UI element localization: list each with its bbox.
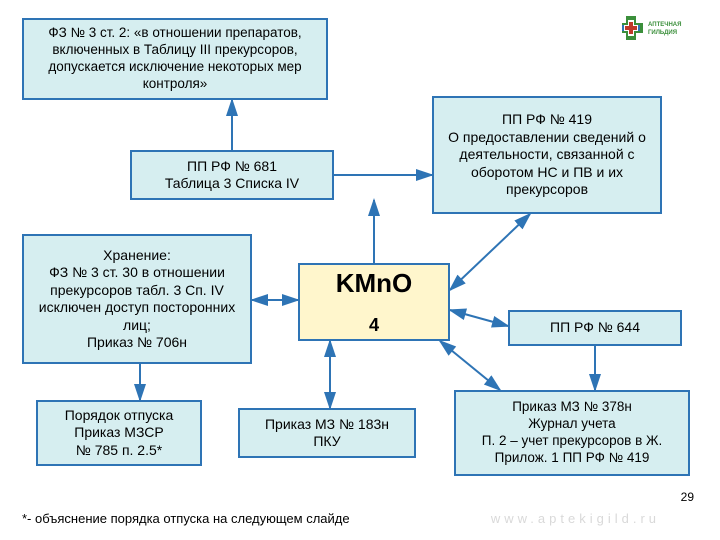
formula: KMnO4 bbox=[308, 267, 440, 336]
footnote: *- объяснение порядка отпуска на следующ… bbox=[22, 511, 350, 526]
svg-text:АПТЕЧНАЯ: АПТЕЧНАЯ bbox=[648, 22, 681, 28]
text: Приказ МЗ № 378нЖурнал учетаП. 2 – учет … bbox=[464, 399, 680, 467]
box-pp681: ПП РФ № 681Таблица 3 Списка IV bbox=[130, 150, 334, 200]
svg-text:ГИЛЬДИЯ: ГИЛЬДИЯ bbox=[648, 30, 677, 36]
text: Порядок отпускаПриказ МЗСР№ 785 п. 2.5* bbox=[46, 407, 192, 460]
box-storage: Хранение:ФЗ № 3 ст. 30 в отношении преку… bbox=[22, 234, 252, 364]
box-order378: Приказ МЗ № 378нЖурнал учетаП. 2 – учет … bbox=[454, 390, 690, 476]
logo: АПТЕЧНАЯ ГИЛЬДИЯ bbox=[622, 10, 702, 50]
box-order785: Порядок отпускаПриказ МЗСР№ 785 п. 2.5* bbox=[36, 400, 202, 466]
footer-url: www.aptekigild.ru bbox=[491, 511, 660, 526]
box-pp644: ПП РФ № 644 bbox=[508, 310, 682, 346]
text: ФЗ № 3 ст. 2: «в отношении препаратов, в… bbox=[32, 25, 318, 93]
box-pp419: ПП РФ № 419О предоставлении сведений о д… bbox=[432, 96, 662, 214]
text: ПП РФ № 419О предоставлении сведений о д… bbox=[442, 111, 652, 199]
text: ПП РФ № 644 bbox=[518, 319, 672, 337]
text: Хранение:ФЗ № 3 ст. 30 в отношении преку… bbox=[32, 247, 242, 352]
box-order183: Приказ МЗ № 183нПКУ bbox=[238, 408, 416, 458]
box-central-kmno4: KMnO4 bbox=[298, 263, 450, 341]
box-fz3-st2: ФЗ № 3 ст. 2: «в отношении препаратов, в… bbox=[22, 18, 328, 100]
page-number: 29 bbox=[681, 490, 694, 504]
text: ПП РФ № 681Таблица 3 Списка IV bbox=[140, 158, 324, 193]
text: Приказ МЗ № 183нПКУ bbox=[248, 416, 406, 451]
